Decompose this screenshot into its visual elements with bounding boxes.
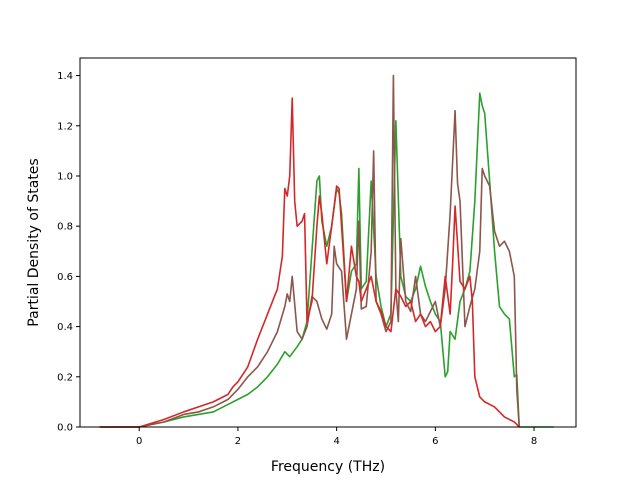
y-axis-label: Partial Density of States [26, 158, 42, 326]
x-tick-label: 8 [531, 436, 537, 447]
x-tick-label: 4 [333, 436, 339, 447]
x-axis-label: Frequency (THz) [271, 459, 385, 475]
y-tick-label: 1.2 [57, 121, 73, 132]
plot-area-frame [79, 57, 577, 428]
y-axis-ticks: 0.0 0.2 0.4 0.6 0.8 1.0 1.2 1.4 [57, 71, 80, 434]
x-tick-label: 6 [432, 436, 438, 447]
x-tick-label: 0 [136, 436, 142, 447]
y-tick-label: 0.4 [57, 322, 73, 333]
x-axis-ticks: 0 2 4 6 8 [136, 427, 537, 447]
y-tick-label: 0.0 [57, 423, 73, 434]
series-layer [99, 74, 554, 428]
y-tick-label: 1.0 [57, 171, 73, 182]
y-tick-label: 0.8 [57, 222, 73, 233]
y-tick-label: 0.6 [57, 272, 73, 283]
y-tick-label: 1.4 [57, 71, 73, 82]
series-line-3 [99, 97, 520, 428]
y-tick-label: 0.2 [57, 372, 73, 383]
x-tick-label: 2 [235, 436, 241, 447]
